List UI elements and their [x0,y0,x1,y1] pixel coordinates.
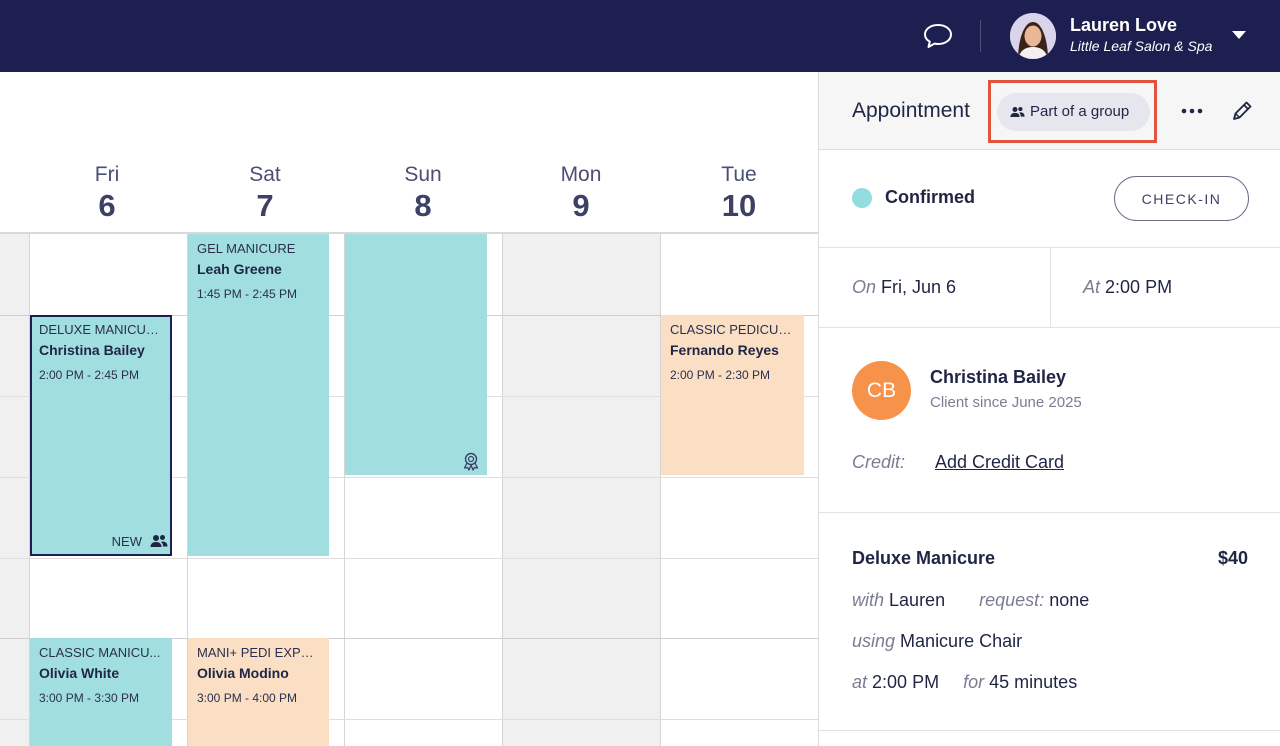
appointment-service: CLASSIC MANICU... [39,645,161,660]
new-client-tag: NEW [111,534,142,549]
service-name: Deluxe Manicure [852,548,996,568]
appointment-card[interactable]: GEL MANICURE Leah Greene 1:45 PM - 2:45 … [188,234,329,556]
divider [819,247,1280,248]
on-label: On [852,277,877,297]
request-label: request: [979,590,1045,610]
request-value: none [1049,590,1090,610]
with-label: with [852,590,885,610]
day-column-closed[interactable] [502,234,660,746]
divider [819,730,1280,731]
credit-label: Credit: [852,452,906,472]
day-number: 6 [98,188,116,223]
day-name: Mon [560,163,602,186]
client-since: Client since June 2025 [930,394,1082,411]
user-name[interactable]: Lauren Love [1070,15,1178,35]
divider [819,327,1280,328]
at-label: at [852,672,868,692]
top-navbar: Lauren Love Little Leaf Salon & Spa [0,0,1280,72]
group-icon [150,535,168,547]
client-name[interactable]: Christina Bailey [930,367,1067,387]
calendar-week-view: Fri 6 Sat 7 Sun 8 Mon 9 Tue 10 DELUXE MA… [0,72,818,746]
day-name: Tue [721,163,757,186]
day-number: 8 [414,188,432,223]
client-avatar[interactable]: CB [852,361,911,420]
day-column[interactable] [344,234,502,746]
day-number: 10 [721,188,757,223]
resource-value: Manicure Chair [900,631,1023,651]
hour-line [0,477,818,478]
chevron-down-icon[interactable] [1232,31,1246,39]
appointment-client: Olivia Modino [197,665,289,681]
appointment-card[interactable]: CLASSIC MANICU... Olivia White 3:00 PM -… [30,638,172,746]
day-name: Sun [404,163,442,186]
appointment-card[interactable]: MANI+ PEDI EXPR... Olivia Modino 3:00 PM… [188,638,329,746]
for-label: for [963,672,985,692]
group-highlight-box: Part of a group [988,80,1157,143]
more-options-icon[interactable] [1179,98,1205,124]
half-hour-line [0,719,818,720]
day-name: Sat [249,163,281,186]
group-icon [1010,107,1025,117]
part-of-group-label: Part of a group [1030,103,1130,120]
topbar-divider [980,20,981,52]
half-hour-line [0,558,818,559]
day-number: 9 [572,188,590,223]
time-gutter [0,234,29,746]
service-timing-line: at 2:00 PM for 45 minutes [852,672,1077,693]
day-column[interactable] [29,234,187,746]
appointment-time: 1:45 PM - 2:45 PM [197,287,298,301]
appointment-time: 3:00 PM - 3:30 PM [39,691,140,705]
part-of-group-button[interactable]: Part of a group [997,93,1150,131]
at-label: At [1083,277,1101,297]
appointment-client: Olivia White [39,665,120,681]
appointment-start-time[interactable]: At 2:00 PM [1083,277,1172,298]
appointment-details-panel: Appointment Part of a group Confirm [818,72,1280,746]
time-value: 2:00 PM [1105,277,1173,297]
check-in-button[interactable]: CHECK-IN [1114,176,1249,221]
award-badge-icon [463,452,479,471]
appointment-card-selected[interactable]: DELUXE MANICURE Christina Bailey 2:00 PM… [30,315,172,556]
appointment-time: 3:00 PM - 4:00 PM [197,691,298,705]
staff-value: Lauren [889,590,946,610]
user-photo [1010,13,1056,59]
appointment-service: DELUXE MANICURE [39,322,163,337]
day-column[interactable] [660,234,818,746]
header-divider [0,232,818,234]
appointment-card[interactable]: CLASSIC PEDICURE Fernando Reyes 2:00 PM … [661,315,804,475]
appointment-client: Christina Bailey [39,342,145,358]
business-name[interactable]: Little Leaf Salon & Spa [1070,38,1213,54]
using-label: using [852,631,896,651]
user-avatar[interactable] [1010,13,1056,59]
hour-line [0,638,818,639]
panel-title: Appointment [852,99,970,122]
appointment-service: MANI+ PEDI EXPR... [197,645,320,660]
add-credit-card-link[interactable]: Add Credit Card [935,452,1065,472]
pencil-icon[interactable] [1229,98,1255,124]
chat-icon[interactable] [922,22,954,50]
start-value: 2:00 PM [872,672,940,692]
appointment-client: Leah Greene [197,261,282,277]
divider [819,512,1280,513]
date-value: Fri, Jun 6 [881,277,957,297]
appointment-service: CLASSIC PEDICURE [670,322,795,337]
appointment-service: GEL MANICURE [197,241,296,256]
appointment-date[interactable]: On Fri, Jun 6 [852,277,956,298]
service-staff-line: with Lauren request: none [852,590,1089,611]
appointment-card[interactable] [345,234,487,475]
appointment-client: Fernando Reyes [670,342,779,358]
day-name: Fri [94,163,120,186]
panel-header: Appointment Part of a group [819,72,1280,150]
divider [1050,247,1051,327]
service-resource-line: using Manicure Chair [852,631,1022,652]
duration-value: 45 minutes [989,672,1078,692]
status-indicator-icon [852,188,872,208]
appointment-time: 2:00 PM - 2:45 PM [39,368,140,382]
status-text: Confirmed [885,187,975,207]
service-price: $40 [1217,548,1248,568]
day-column[interactable] [187,234,344,746]
appointment-time: 2:00 PM - 2:30 PM [670,368,771,382]
day-number: 7 [256,188,274,223]
